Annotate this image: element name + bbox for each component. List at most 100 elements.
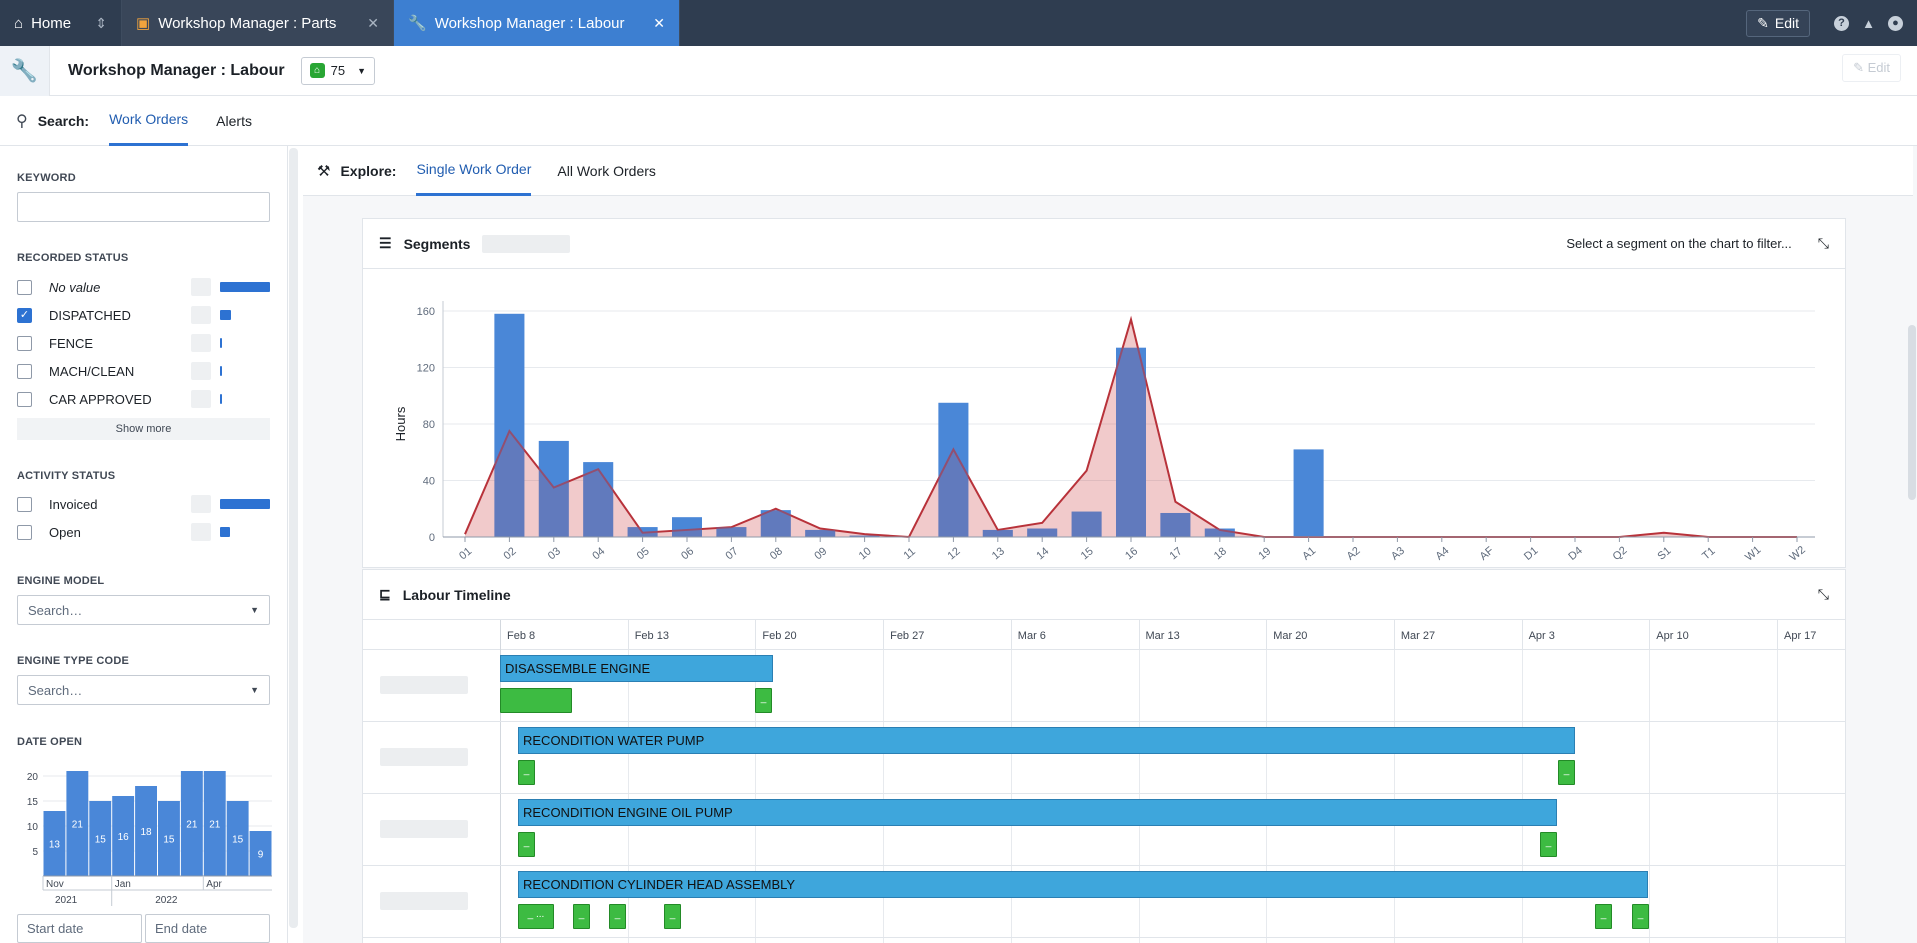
activity-block[interactable]: _ <box>518 760 535 785</box>
activity-block[interactable]: _ <box>664 904 681 929</box>
task-bar[interactable]: DISASSEMBLE ENGINE <box>500 655 773 682</box>
histogram-bar[interactable] <box>112 796 135 876</box>
activity-block[interactable]: _ <box>1632 904 1649 929</box>
segment-bar[interactable] <box>1204 528 1235 537</box>
segment-bar[interactable] <box>494 313 525 537</box>
close-icon[interactable]: ✕ <box>367 14 379 31</box>
count-bar <box>220 282 270 292</box>
task-bar[interactable]: RECONDITION ENGINE OIL PUMP <box>518 799 1557 826</box>
edit-button-disabled[interactable]: ✎ Edit <box>1842 54 1901 82</box>
tab-work-orders[interactable]: Work Orders <box>109 96 189 146</box>
sidebar-scrollbar[interactable] <box>289 148 298 928</box>
recorded-status-option[interactable]: FENCE <box>17 332 270 354</box>
chevron-icon: ⇕ <box>95 14 107 31</box>
bell-icon[interactable]: ▲ <box>1862 15 1875 31</box>
activity-block[interactable]: _ <box>609 904 626 929</box>
tab-all-work-orders[interactable]: All Work Orders <box>557 162 656 179</box>
activity-block[interactable]: _ ... <box>518 904 554 929</box>
tab-single-work-order[interactable]: Single Work Order <box>416 146 532 196</box>
user-icon[interactable]: ● <box>1888 15 1903 31</box>
activity-block[interactable]: _ <box>573 904 590 929</box>
segments-chart[interactable]: 0 40 80 120 160 01 02 03 04 05 06 07 08 09 10 11 12 13 14 1… <box>363 269 1847 582</box>
segment-bar[interactable] <box>716 527 747 537</box>
task-bar[interactable]: RECONDITION CYLINDER HEAD ASSEMBLY <box>518 871 1648 898</box>
segments-title: Segments <box>403 235 471 252</box>
tab-workshop-parts[interactable]: ▣ Workshop Manager : Parts ✕ <box>122 0 394 46</box>
engine-model-select[interactable]: Search… ▼ <box>17 595 270 625</box>
segment-bar[interactable] <box>805 529 836 537</box>
x-tick-label: S1 <box>1655 545 1673 563</box>
month-label: Apr <box>206 879 222 890</box>
checkbox-checked[interactable]: ✓ <box>17 307 32 323</box>
histogram-bar[interactable] <box>135 786 157 876</box>
bar-value-label: 21 <box>72 820 84 831</box>
checkbox[interactable] <box>17 335 32 351</box>
minimize-icon[interactable]: ⤡ <box>1817 586 1829 602</box>
timeline-title: Labour Timeline <box>402 586 511 603</box>
help-icon[interactable]: ? <box>1834 15 1849 31</box>
edit-button[interactable]: ✎ Edit <box>1746 9 1810 37</box>
object-set-selector[interactable]: ⌂ 75 ▼ <box>300 56 375 85</box>
task-bar[interactable]: RECONDITION WATER PUMP <box>518 727 1575 754</box>
checkbox[interactable] <box>17 524 32 540</box>
histogram-bar[interactable] <box>66 771 89 876</box>
segment-bar-overlay <box>583 462 614 537</box>
tab-home[interactable]: ⌂ Home ⇕ <box>0 0 122 46</box>
activity-block[interactable]: _ <box>518 832 535 857</box>
checkbox[interactable] <box>17 279 32 295</box>
timeline-axis: Feb 8 Feb 13 Feb 20 Feb 27 Mar 6 Mar 13 Mar 20… <box>363 620 1845 650</box>
histogram-bar[interactable] <box>89 801 112 876</box>
segment-bar[interactable] <box>583 462 614 537</box>
grid-line <box>627 650 629 943</box>
x-tick-label: 16 <box>1123 545 1140 562</box>
checkbox[interactable] <box>17 363 32 379</box>
segment-bar[interactable] <box>538 440 569 537</box>
segment-bar[interactable] <box>1116 347 1146 537</box>
recorded-status-option[interactable]: CAR APPROVED <box>17 388 270 410</box>
checkbox[interactable] <box>17 496 32 512</box>
recorded-status-option[interactable]: No value <box>17 276 270 298</box>
tab-alerts[interactable]: Alerts <box>216 112 252 129</box>
segment-bar[interactable] <box>849 535 880 537</box>
close-icon[interactable]: ✕ <box>653 14 665 31</box>
tab-workshop-labour[interactable]: 🔧 Workshop Manager : Labour ✕ <box>394 0 680 46</box>
histogram-bar[interactable] <box>158 801 180 876</box>
bar-value-label: 9 <box>258 850 264 861</box>
timeline-row <box>363 794 1845 866</box>
activity-status-option[interactable]: Open <box>17 521 270 543</box>
histogram-bar[interactable] <box>43 811 66 876</box>
histogram-bar[interactable] <box>180 771 203 876</box>
minimize-icon[interactable]: ⤡ <box>1817 235 1829 251</box>
y-tick-label: 0 <box>429 532 435 544</box>
redacted-row-label <box>380 892 468 910</box>
segment-bar-overlay <box>538 440 569 537</box>
caret-down-icon: ▼ <box>357 65 366 76</box>
start-date-input[interactable]: Start date <box>17 914 142 943</box>
activity-block[interactable]: _ <box>1595 904 1612 929</box>
histogram-bar[interactable] <box>249 831 272 876</box>
main-scrollbar[interactable] <box>1908 325 1916 500</box>
activity-status-option[interactable]: Invoiced <box>17 493 270 515</box>
segment-bar[interactable] <box>1071 511 1102 537</box>
year-label: 2021 <box>55 895 78 906</box>
segment-bar[interactable] <box>760 510 791 537</box>
segment-bar[interactable] <box>982 529 1013 537</box>
activity-block[interactable]: _ <box>1540 832 1557 857</box>
activity-block[interactable]: _ <box>755 688 772 713</box>
recorded-status-option[interactable]: MACH/CLEAN <box>17 360 270 382</box>
segment-bar[interactable] <box>1160 512 1191 537</box>
histogram-bar[interactable] <box>226 801 249 876</box>
activity-block[interactable]: _ <box>1558 760 1575 785</box>
segment-bar[interactable] <box>1027 528 1058 537</box>
segment-bar[interactable] <box>672 517 702 537</box>
histogram-bar[interactable] <box>203 771 226 876</box>
show-more-button[interactable]: Show more <box>17 418 270 440</box>
date-open-histogram[interactable]: 20151051321151618152121159NovJanAprJul20… <box>10 756 275 906</box>
keyword-input[interactable] <box>17 192 270 222</box>
engine-type-select[interactable]: Search… ▼ <box>17 675 270 705</box>
end-date-input[interactable]: End date <box>145 914 270 943</box>
activity-block[interactable] <box>500 688 572 713</box>
recorded-status-option[interactable]: ✓ DISPATCHED <box>17 304 270 326</box>
checkbox[interactable] <box>17 391 32 407</box>
segment-bar[interactable] <box>1293 449 1324 537</box>
